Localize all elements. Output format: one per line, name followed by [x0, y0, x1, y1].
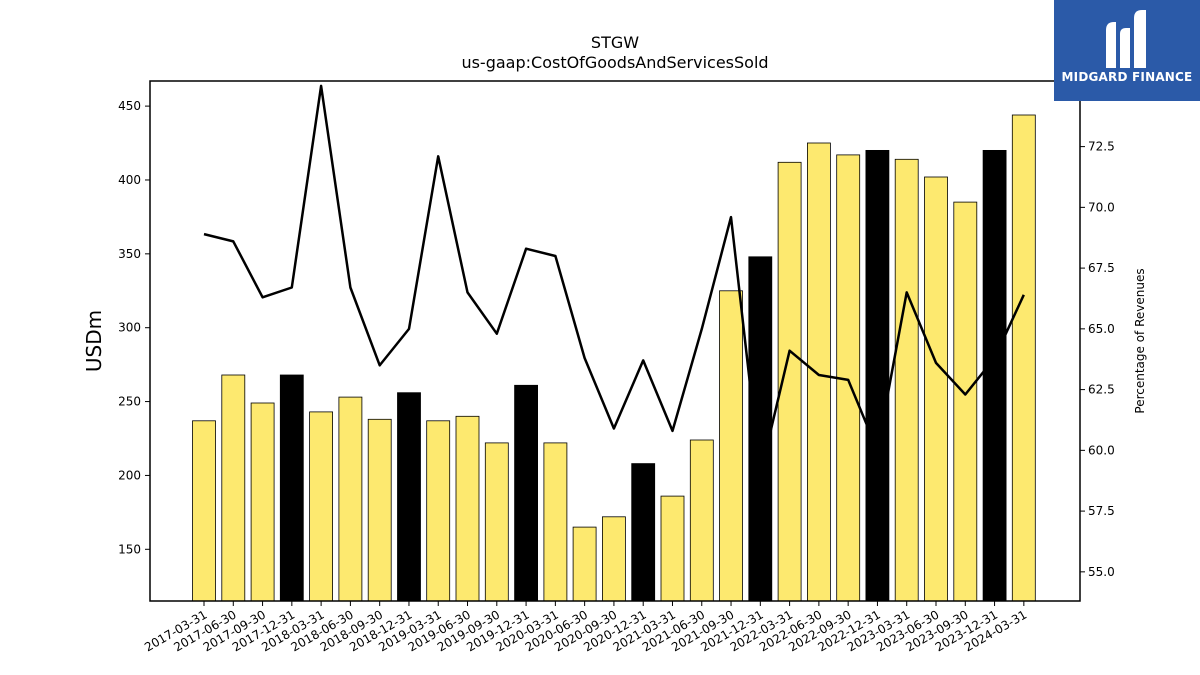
bar [397, 392, 421, 602]
bar [514, 384, 538, 602]
bar [250, 402, 275, 602]
y-axis-label: USDm [82, 310, 106, 372]
bar-series [192, 114, 1036, 602]
y-right-tick-label: 65.0 [1088, 322, 1115, 336]
bar [426, 420, 451, 602]
bar [309, 411, 334, 602]
bar [660, 495, 685, 602]
y-right-tick-label: 57.5 [1088, 504, 1115, 518]
bar [953, 201, 978, 602]
bar [924, 176, 948, 602]
bar [719, 290, 743, 602]
y-right-tick-label: 55.0 [1088, 565, 1115, 579]
chart-title: STGW [591, 33, 639, 52]
y-tick-label: 350 [118, 247, 141, 261]
bar [221, 374, 246, 602]
bar [748, 256, 773, 602]
bar [894, 158, 919, 602]
logo-text: MIDGARD FINANCE [1061, 70, 1193, 84]
y-axis-left: 150 200 250 300 350 400 450 [118, 99, 150, 556]
bar [865, 149, 890, 602]
bar [982, 149, 1007, 602]
bar [602, 516, 626, 602]
plot-frame [149, 80, 1081, 602]
y-tick-label: 200 [118, 468, 141, 482]
bar [338, 396, 363, 602]
x-axis: 2017-03-312017-06-302017-09-302017-12-31… [142, 601, 1029, 654]
bar [279, 374, 304, 602]
logo-mark-icon [1106, 10, 1146, 68]
chart-subtitle: us-gaap:CostOfGoodsAndServicesSold [461, 53, 768, 72]
line-path [203, 84, 1025, 476]
bar [484, 442, 509, 602]
y-right-tick-label: 72.5 [1088, 140, 1115, 154]
bar [543, 442, 568, 602]
bar [1011, 114, 1036, 602]
y-tick-label: 400 [118, 173, 141, 187]
bar [455, 415, 480, 602]
line-series [203, 84, 1025, 476]
bar [631, 463, 656, 602]
y-right-tick-label: 67.5 [1088, 261, 1115, 275]
bar [572, 526, 597, 602]
y-tick-label: 300 [118, 321, 141, 335]
y-right-tick-label: 60.0 [1088, 443, 1115, 457]
bar [192, 420, 216, 602]
logo: MIDGARD FINANCE [1054, 0, 1200, 101]
y-axis-label-right: Percentage of Revenues [1133, 268, 1147, 413]
y-tick-label: 450 [118, 99, 141, 113]
y-axis-right: 55.0 57.5 60.0 62.5 65.0 67.5 70.0 72.5 [1080, 140, 1115, 579]
bar [689, 439, 714, 602]
y-right-tick-label: 62.5 [1088, 383, 1115, 397]
bar [367, 418, 392, 602]
y-tick-label: 150 [118, 542, 141, 556]
bar [807, 142, 831, 602]
y-right-tick-label: 70.0 [1088, 200, 1115, 214]
y-tick-label: 250 [118, 395, 141, 409]
